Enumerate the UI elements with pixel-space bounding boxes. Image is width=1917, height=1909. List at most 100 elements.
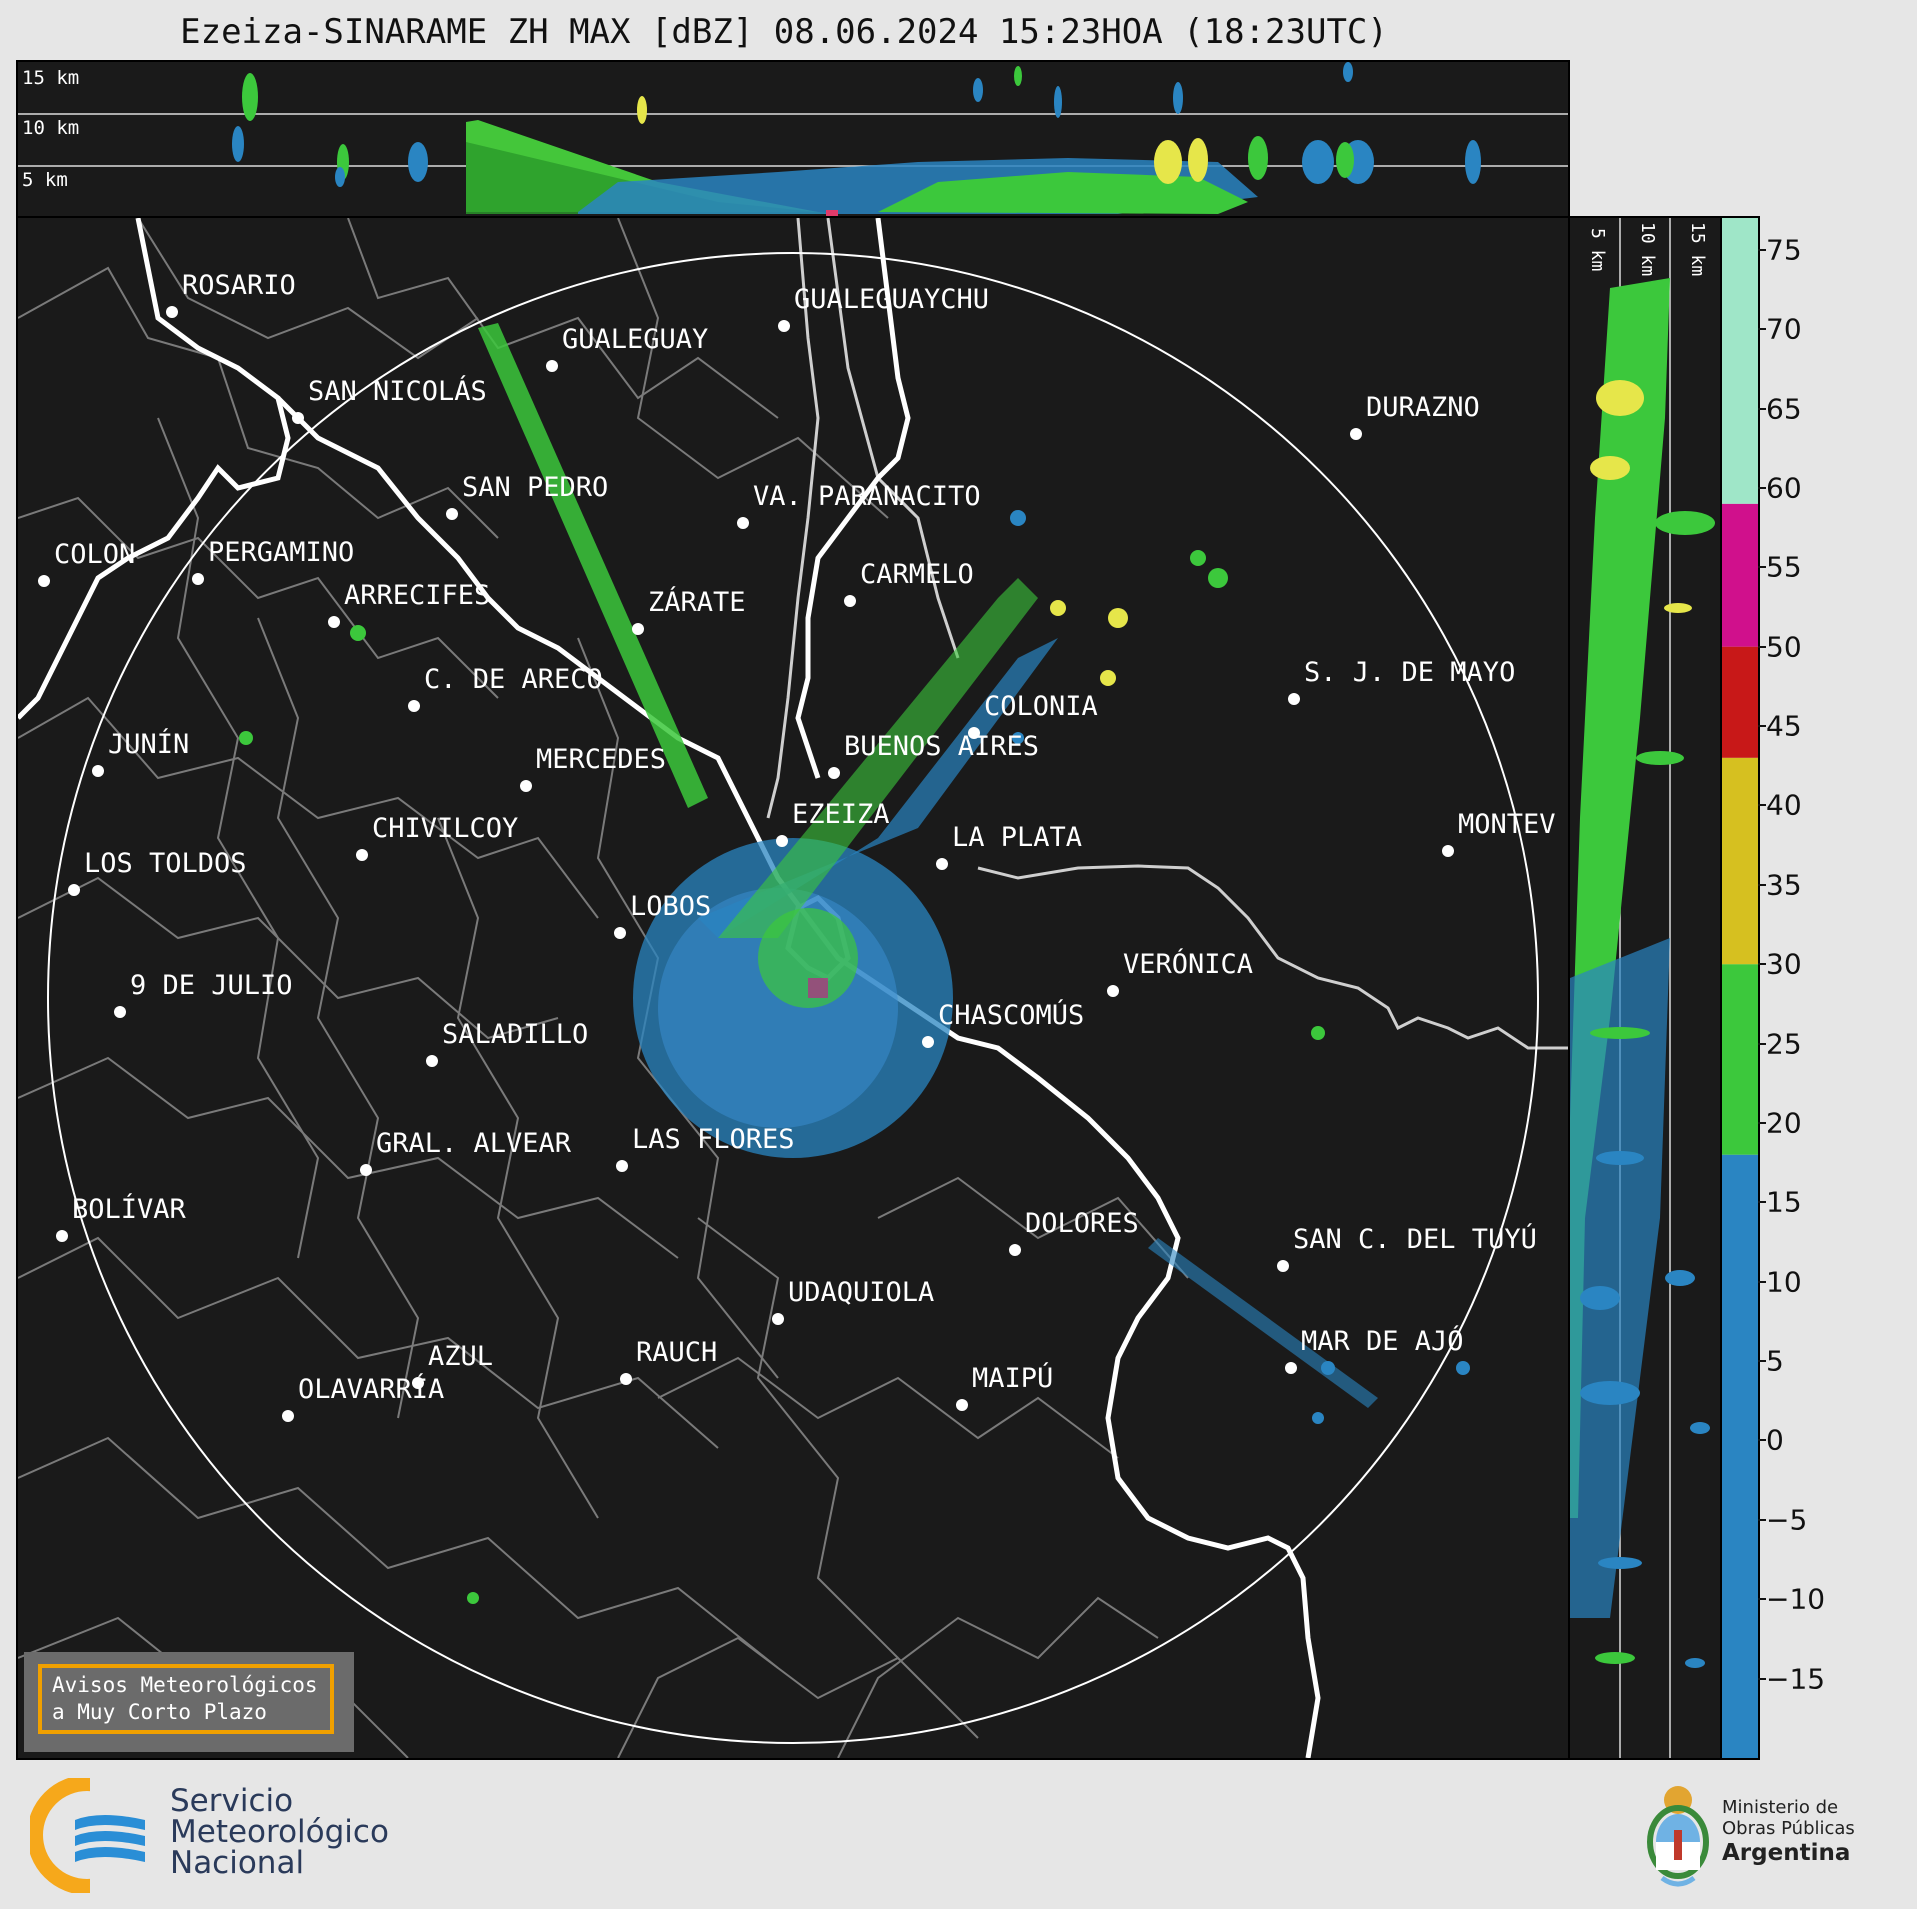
- city-marker: [546, 360, 558, 372]
- city-label: MAIPÚ: [972, 1362, 1053, 1394]
- city-label: GUALEGUAYCHU: [794, 284, 989, 315]
- warning-line-1: Avisos Meteorológicos: [52, 1673, 318, 1697]
- city-label: AZUL: [428, 1341, 493, 1372]
- city-marker: [616, 1160, 628, 1172]
- colorbar-band: [1722, 1154, 1758, 1758]
- city-label: SAN PEDRO: [462, 472, 608, 503]
- colorbar-band: [1722, 218, 1758, 504]
- city-label: BOLÍVAR: [72, 1193, 187, 1225]
- city-label: MERCEDES: [536, 744, 666, 775]
- colorbar-tick-line: [1758, 725, 1766, 728]
- city-label: LAS FLORES: [632, 1124, 795, 1155]
- river-east: [826, 217, 960, 659]
- colorbar-tick-line: [1758, 566, 1766, 569]
- city-marker: [737, 517, 749, 529]
- parana-river-west: [16, 217, 291, 720]
- city-label: VERÓNICA: [1123, 948, 1253, 980]
- uruguay-river-main: [795, 217, 911, 779]
- colorbar-tick-label: 45: [1766, 709, 1802, 743]
- uruguay-coast: [977, 864, 1568, 1050]
- city-marker: [936, 858, 948, 870]
- city-label: C. DE ARECO: [424, 664, 603, 695]
- colorbar-tick-line: [1758, 1360, 1766, 1363]
- warning-box-frame[interactable]: Avisos Meteorológicos a Muy Corto Plazo: [38, 1664, 334, 1734]
- city-label: DOLORES: [1025, 1208, 1139, 1239]
- city-marker: [412, 1377, 424, 1389]
- colorbar-tick-line: [1758, 486, 1766, 489]
- colorbar-tick-line: [1758, 1042, 1766, 1045]
- smn-line-2: Meteorológico: [170, 1814, 389, 1850]
- city-marker: [776, 835, 788, 847]
- city-label: ZÁRATE: [648, 586, 746, 618]
- colorbar-tick-label: 25: [1766, 1027, 1802, 1061]
- city-marker: [956, 1399, 968, 1411]
- city-marker: [166, 306, 178, 318]
- ministry-line-1: Ministerio de: [1722, 1797, 1839, 1818]
- city-label: RAUCH: [636, 1337, 717, 1368]
- smn-line-1: Servicio: [170, 1783, 294, 1819]
- colorbar-tick-line: [1758, 1121, 1766, 1124]
- colorbar-tick-label: 60: [1766, 471, 1802, 505]
- city-marker: [426, 1055, 438, 1067]
- colorbar-tick-line: [1758, 1518, 1766, 1521]
- city-label: GRAL. ALVEAR: [376, 1128, 572, 1159]
- colorbar-band: [1722, 964, 1758, 1155]
- city-marker: [360, 1164, 372, 1176]
- city-label: CHASCOMÚS: [938, 999, 1084, 1031]
- city-label: MAR DE AJÓ: [1301, 1325, 1464, 1357]
- colorbar-band: [1722, 503, 1758, 647]
- city-marker: [1288, 693, 1300, 705]
- city-label: COLONIA: [984, 691, 1098, 722]
- city-label: PERGAMINO: [208, 537, 354, 568]
- city-label: EZEIZA: [792, 799, 890, 830]
- city-marker: [56, 1230, 68, 1242]
- warning-box[interactable]: Avisos Meteorológicos a Muy Corto Plazo: [24, 1652, 354, 1752]
- colorbar-tick-label: 55: [1766, 550, 1802, 584]
- city-marker: [1442, 845, 1454, 857]
- city-label: OLAVARRÍA: [298, 1373, 444, 1405]
- city-marker: [968, 727, 980, 739]
- colorbar-tick-label: 15: [1766, 1185, 1802, 1219]
- warning-line-2: a Muy Corto Plazo: [52, 1700, 267, 1724]
- colorbar-tick-line: [1758, 328, 1766, 331]
- colorbar-tick-label: 75: [1766, 233, 1802, 267]
- top-height-label-15: 15 km: [22, 67, 79, 89]
- smn-logo-text: Servicio Meteorológico Nacional: [170, 1786, 389, 1879]
- city-marker: [114, 1006, 126, 1018]
- city-marker: [68, 884, 80, 896]
- city-marker: [92, 765, 104, 777]
- city-markers: ROSARIO GUALEGUAYCHU GUALEGUAY SAN NICOLÁS D…: [38, 270, 1556, 1422]
- colorbar-tick-label: 50: [1766, 630, 1802, 664]
- colorbar-tick-line: [1758, 883, 1766, 886]
- side-cross-section-panel: 5 km 10 km 15 km: [1568, 216, 1722, 1760]
- colorbar-tick-line: [1758, 407, 1766, 410]
- city-label: LOBOS: [630, 891, 711, 922]
- ministry-line-2: Obras Públicas: [1722, 1818, 1855, 1839]
- city-label: 9 DE JULIO: [130, 970, 293, 1001]
- admin-boundaries: [17, 217, 1189, 1759]
- colorbar-tick-label: 40: [1766, 788, 1802, 822]
- colorbar-tick-line: [1758, 1280, 1766, 1283]
- colorbar-band: [1722, 646, 1758, 758]
- city-label: BUENOS AIRES: [844, 731, 1039, 762]
- radar-map-svg: ROSARIO GUALEGUAYCHU GUALEGUAY SAN NICOLÁS D…: [16, 217, 1568, 1759]
- city-marker: [844, 595, 856, 607]
- city-marker: [446, 508, 458, 520]
- colorbar-tick-label: −5: [1766, 1503, 1808, 1537]
- side-height-label-15: 15 km: [1687, 222, 1708, 276]
- colorbar-tick-line: [1758, 1439, 1766, 1442]
- city-marker: [632, 623, 644, 635]
- city-marker: [282, 1410, 294, 1422]
- colorbar-tick-label: 10: [1766, 1265, 1802, 1299]
- city-marker: [772, 1313, 784, 1325]
- city-label: ARRECIFES: [344, 580, 490, 611]
- colorbar-tick-line: [1758, 645, 1766, 648]
- uruguay-river: [766, 217, 820, 819]
- radar-map-panel: ROSARIO GUALEGUAYCHU GUALEGUAY SAN NICOLÁS D…: [16, 216, 1570, 1760]
- side-cross-section-svg: 5 km 10 km 15 km: [1570, 218, 1715, 1758]
- top-cross-section-panel: 15 km 10 km 5 km: [16, 60, 1570, 218]
- colorbar-band: [1722, 757, 1758, 965]
- city-label: SAN C. DEL TUYÚ: [1293, 1223, 1537, 1255]
- colorbar-tick-label: −15: [1766, 1662, 1826, 1696]
- top-height-label-10: 10 km: [22, 117, 79, 139]
